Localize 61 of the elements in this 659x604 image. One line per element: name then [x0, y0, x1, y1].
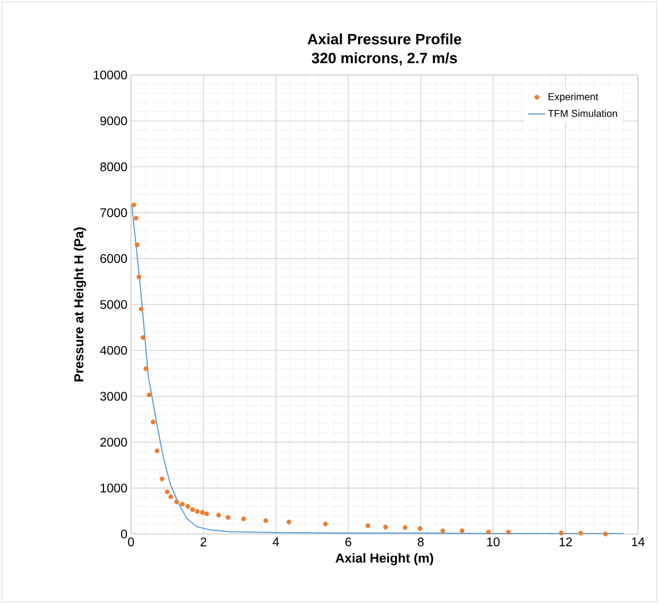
chart-title: Axial Pressure Profile 320 microns, 2.7 m/s: [308, 33, 462, 66]
point: [168, 494, 174, 500]
point: [190, 507, 195, 512]
x-axis-title: Axial Height (m): [336, 553, 434, 566]
legend-label: Experiment: [548, 92, 598, 102]
point: [323, 521, 328, 526]
point: [140, 335, 146, 340]
y-tick-label: 4000: [100, 346, 127, 355]
y-tick-label: 2000: [100, 438, 127, 447]
x-tick-label: 4: [272, 538, 279, 546]
point: [150, 420, 156, 424]
point: [402, 525, 408, 530]
y-tick-label: 1000: [100, 484, 127, 492]
point: [194, 509, 200, 514]
point: [241, 516, 246, 522]
y-tick-label: 3000: [100, 392, 127, 401]
point: [185, 504, 190, 509]
y-tick-label: 9000: [100, 116, 127, 126]
point: [160, 476, 165, 482]
point: [383, 524, 388, 530]
y-tick-label: 8000: [100, 162, 127, 172]
point: [134, 216, 138, 221]
x-tick-label: 0: [128, 538, 134, 546]
point: [134, 242, 140, 248]
point: [136, 274, 142, 280]
point: [154, 448, 160, 454]
y-tick-label: 10000: [94, 70, 127, 80]
point: [365, 523, 370, 528]
point: [180, 502, 185, 507]
y-axis-title: Pressure at Height H (Pa): [74, 227, 86, 382]
point: [200, 510, 205, 515]
point: [132, 202, 136, 208]
point: [204, 511, 210, 516]
point: [506, 530, 511, 535]
y-tick-label: 6000: [100, 254, 127, 263]
y-tick-label: 5000: [100, 300, 127, 309]
point: [174, 499, 180, 504]
x-tick-label: 6: [345, 538, 352, 546]
point: [603, 532, 608, 536]
x-tick-label: 14: [632, 538, 645, 546]
x-tick-label: 2: [200, 538, 206, 546]
y-tick-label: 7000: [100, 208, 127, 218]
legend-label: TFM Simulation: [548, 110, 617, 117]
point: [164, 489, 170, 494]
point: [143, 366, 148, 372]
point: [216, 512, 222, 518]
x-tick-label: 8: [418, 538, 424, 546]
x-tick-label: 10: [487, 538, 500, 546]
point: [226, 515, 230, 520]
point: [578, 530, 584, 536]
point: [558, 530, 564, 536]
point: [440, 528, 446, 534]
y-tick-label: 0: [121, 530, 127, 538]
point: [138, 306, 144, 312]
point: [286, 520, 292, 524]
point: [486, 530, 491, 535]
point: [146, 392, 152, 398]
point: [460, 528, 464, 534]
point: [418, 526, 422, 531]
x-tick-label: 12: [560, 538, 572, 546]
point: [263, 518, 268, 524]
